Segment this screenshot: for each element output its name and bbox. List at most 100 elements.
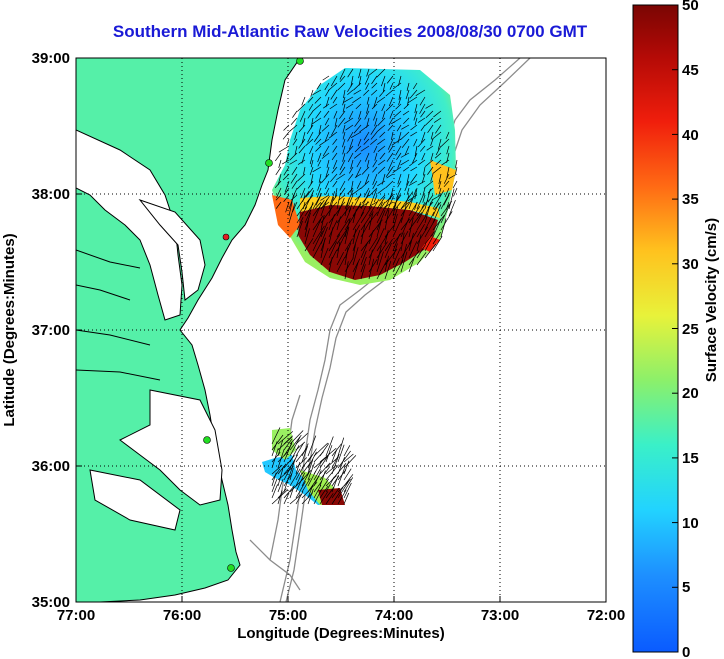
velocity-arrow [271, 484, 278, 499]
velocity-arrow [435, 124, 442, 134]
velocity-arrow [381, 103, 386, 112]
velocity-arrow [344, 238, 353, 252]
velocity-arrow [407, 194, 418, 202]
velocity-arrow [455, 166, 458, 175]
velocity-arrow [373, 96, 378, 108]
velocity-arrow [295, 481, 306, 499]
velocity-arrow [312, 215, 324, 231]
velocity-arrow [315, 194, 322, 206]
velocity-arrow [347, 89, 354, 96]
velocity-arrow [368, 68, 378, 77]
velocity-arrow [366, 96, 370, 105]
velocity-arrow [317, 152, 322, 163]
velocity-arrow [313, 442, 329, 457]
velocity-arrow [277, 488, 287, 499]
velocity-arrow [376, 245, 382, 266]
velocity-arrow [376, 251, 384, 273]
velocity-arrow [364, 152, 370, 162]
velocity-arrow [396, 124, 402, 132]
velocity-arrow [421, 201, 426, 209]
velocity-arrow [412, 82, 418, 90]
velocity-arrow [348, 201, 354, 212]
velocity-arrow [315, 145, 322, 152]
velocity-arrow [352, 211, 365, 231]
velocity-arrow [358, 75, 362, 86]
tick-marks [76, 193, 501, 602]
velocity-arrow [410, 131, 418, 137]
velocity-arrow [404, 145, 410, 156]
velocity-arrow [275, 166, 282, 176]
velocity-arrow [380, 201, 386, 209]
velocity-arrow [448, 188, 455, 210]
velocity-arrow [305, 138, 314, 147]
velocity-arrow [379, 152, 386, 160]
velocity-arrow [372, 180, 378, 190]
velocity-arrow [301, 96, 306, 106]
velocity-arrow [374, 117, 378, 127]
colorbar-tick-label: 45 [682, 62, 699, 79]
velocity-arrow [318, 173, 322, 183]
velocity-arrow [409, 89, 418, 99]
velocity-arrow [371, 82, 378, 89]
velocity-arrow [402, 110, 410, 116]
velocity-arrow [295, 472, 306, 493]
velocity-arrow [277, 439, 284, 457]
velocity-arrow [354, 194, 362, 201]
velocity-arrow [344, 226, 350, 245]
velocity-arrow [301, 131, 306, 144]
velocity-arrow [277, 479, 284, 493]
velocity-arrow [297, 159, 306, 165]
velocity-arrow [353, 89, 362, 95]
velocity-arrow [360, 239, 371, 252]
velocity-arrow [408, 258, 415, 273]
velocity-arrow [328, 227, 334, 245]
velocity-arrow [344, 198, 350, 217]
velocity-arrow [398, 89, 402, 100]
velocity-arrow [322, 75, 330, 81]
velocity-arrow [438, 187, 442, 197]
velocity-arrow [336, 206, 351, 224]
velocity-arrow [430, 138, 434, 146]
velocity-arrow [292, 201, 298, 213]
velocity-arrow [417, 117, 426, 123]
velocity-arrow [441, 159, 450, 166]
velocity-arrow [355, 201, 362, 212]
velocity-arrow [281, 159, 290, 165]
velocity-arrow [347, 82, 354, 93]
velocity-arrow [320, 199, 328, 217]
velocity-arrow [293, 187, 298, 196]
velocity-arrow [373, 145, 378, 154]
velocity-arrow [400, 159, 410, 166]
velocity-arrow [329, 103, 338, 110]
velocity-arrow [424, 199, 433, 217]
velocity-arrow [350, 159, 354, 170]
velocity-arrow [319, 485, 329, 499]
velocity-arrow [376, 68, 386, 78]
velocity-arrow [404, 180, 410, 192]
velocity-arrow [337, 480, 349, 499]
velocity-arrow [408, 217, 414, 238]
velocity-arrow [387, 159, 394, 172]
velocity-arrow [271, 427, 281, 445]
velocity-arrow [424, 159, 434, 167]
velocity-arrow [446, 166, 450, 179]
velocity-arrow [320, 238, 326, 259]
velocity-arrow [276, 187, 282, 199]
velocity-arrow [386, 152, 394, 162]
velocity-arrow [414, 103, 418, 114]
velocity-arrow [401, 138, 410, 149]
velocity-arrow [413, 138, 418, 147]
velocity-arrow [319, 470, 326, 487]
velocity-arrow [289, 159, 298, 165]
velocity-arrow [321, 173, 330, 184]
velocity-arrow [448, 173, 458, 179]
y-tick-label: 35:00 [32, 594, 70, 611]
velocity-arrow [271, 448, 279, 469]
velocity-arrow [392, 166, 402, 173]
velocity-arrow [392, 195, 398, 217]
velocity-arrow [283, 466, 292, 481]
velocity-arrow [352, 243, 356, 259]
velocity-arrow [372, 166, 378, 173]
velocity-arrow [299, 110, 306, 122]
velocity-arrow [433, 201, 442, 211]
